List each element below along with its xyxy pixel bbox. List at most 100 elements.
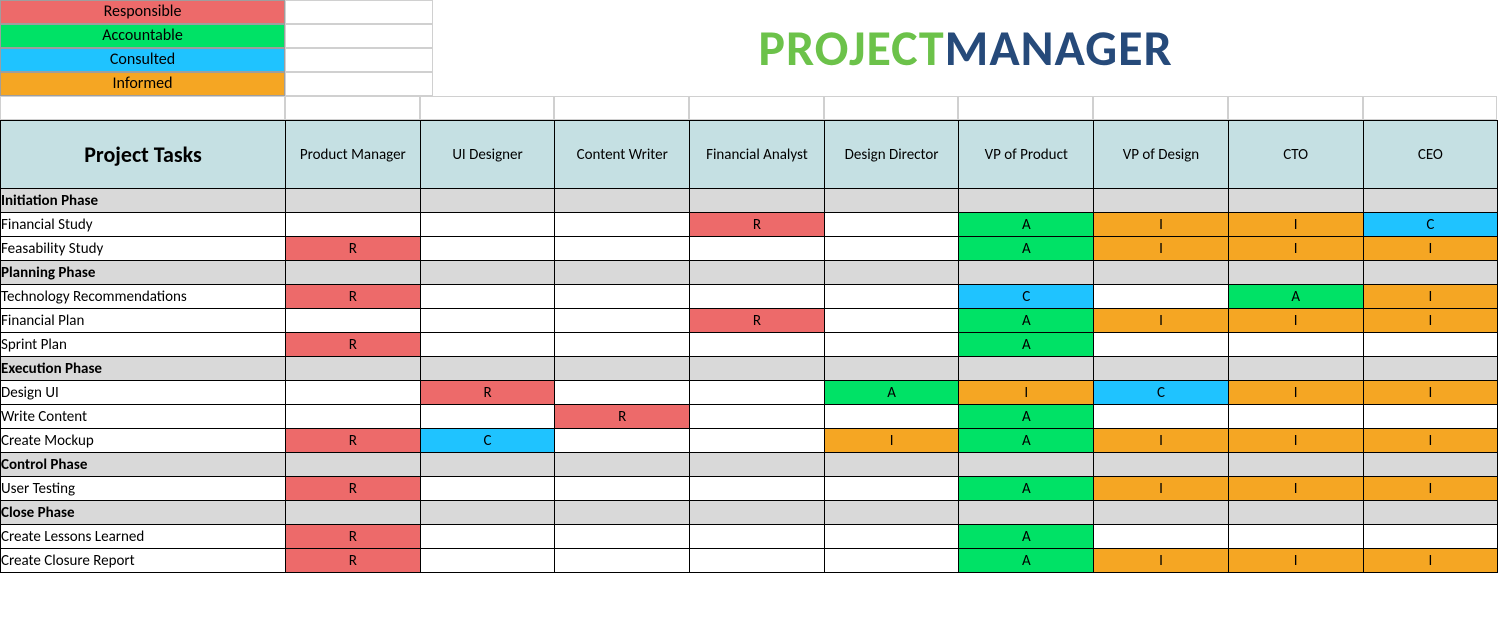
spacer-cell bbox=[1363, 96, 1498, 120]
raci-cell bbox=[555, 381, 690, 405]
phase-empty-cell bbox=[286, 189, 421, 213]
legend-empty-cell bbox=[285, 24, 433, 48]
legend-label: Responsible bbox=[0, 0, 285, 24]
raci-cell: I bbox=[1363, 285, 1498, 309]
raci-cell: I bbox=[1228, 429, 1363, 453]
phase-empty-cell bbox=[1228, 261, 1363, 285]
raci-cell bbox=[690, 381, 825, 405]
phase-empty-cell bbox=[286, 501, 421, 525]
raci-cell: R bbox=[690, 309, 825, 333]
spacer-row bbox=[0, 96, 1498, 120]
legend-block: ResponsibleAccountableConsultedInformed bbox=[0, 0, 433, 96]
raci-cell: R bbox=[286, 525, 421, 549]
raci-cell: A bbox=[959, 333, 1094, 357]
phase-empty-cell bbox=[824, 501, 959, 525]
raci-body: Initiation PhaseFinancial StudyRAIICFeas… bbox=[1, 189, 1498, 573]
raci-cell: I bbox=[1094, 429, 1229, 453]
phase-empty-cell bbox=[420, 501, 555, 525]
phase-empty-cell bbox=[555, 501, 690, 525]
raci-cell bbox=[1363, 525, 1498, 549]
task-row: Design UIRAICII bbox=[1, 381, 1498, 405]
raci-cell: C bbox=[959, 285, 1094, 309]
raci-cell bbox=[555, 477, 690, 501]
raci-cell bbox=[1094, 405, 1229, 429]
phase-empty-cell bbox=[1094, 261, 1229, 285]
legend-row: Informed bbox=[0, 72, 433, 96]
phase-label: Initiation Phase bbox=[1, 189, 286, 213]
raci-cell: I bbox=[1363, 477, 1498, 501]
task-label: Write Content bbox=[1, 405, 286, 429]
raci-cell bbox=[1094, 285, 1229, 309]
task-row: User TestingRAIII bbox=[1, 477, 1498, 501]
phase-empty-cell bbox=[1228, 189, 1363, 213]
phase-empty-cell bbox=[690, 453, 825, 477]
spacer-cell bbox=[285, 96, 420, 120]
raci-cell: I bbox=[1228, 309, 1363, 333]
task-label: Create Closure Report bbox=[1, 549, 286, 573]
raci-cell bbox=[690, 429, 825, 453]
role-header: CEO bbox=[1363, 121, 1498, 189]
raci-cell: C bbox=[420, 429, 555, 453]
phase-empty-cell bbox=[1363, 261, 1498, 285]
phase-empty-cell bbox=[959, 357, 1094, 381]
raci-cell bbox=[1094, 525, 1229, 549]
raci-cell bbox=[420, 213, 555, 237]
task-label: Financial Plan bbox=[1, 309, 286, 333]
raci-cell: I bbox=[1094, 309, 1229, 333]
phase-label: Close Phase bbox=[1, 501, 286, 525]
task-label: Design UI bbox=[1, 381, 286, 405]
raci-cell bbox=[286, 381, 421, 405]
role-header: UI Designer bbox=[420, 121, 555, 189]
raci-cell: I bbox=[1228, 477, 1363, 501]
phase-empty-cell bbox=[1094, 501, 1229, 525]
spacer-cell bbox=[420, 96, 555, 120]
raci-cell bbox=[824, 549, 959, 573]
raci-cell: A bbox=[959, 405, 1094, 429]
legend-label: Accountable bbox=[0, 24, 285, 48]
raci-cell: C bbox=[1094, 381, 1229, 405]
task-label: Sprint Plan bbox=[1, 333, 286, 357]
raci-cell: A bbox=[959, 237, 1094, 261]
task-header: Project Tasks bbox=[1, 121, 286, 189]
phase-empty-cell bbox=[690, 357, 825, 381]
legend-row: Consulted bbox=[0, 48, 433, 72]
phase-label: Control Phase bbox=[1, 453, 286, 477]
phase-empty-cell bbox=[420, 453, 555, 477]
role-header: Product Manager bbox=[286, 121, 421, 189]
phase-empty-cell bbox=[555, 261, 690, 285]
phase-row: Initiation Phase bbox=[1, 189, 1498, 213]
phase-empty-cell bbox=[286, 261, 421, 285]
raci-cell bbox=[555, 333, 690, 357]
role-header: Content Writer bbox=[555, 121, 690, 189]
spacer-cell bbox=[1228, 96, 1363, 120]
phase-empty-cell bbox=[824, 189, 959, 213]
raci-cell bbox=[824, 333, 959, 357]
raci-cell bbox=[286, 309, 421, 333]
raci-cell: I bbox=[1363, 429, 1498, 453]
raci-cell bbox=[824, 477, 959, 501]
phase-empty-cell bbox=[1228, 453, 1363, 477]
phase-empty-cell bbox=[1094, 357, 1229, 381]
phase-row: Planning Phase bbox=[1, 261, 1498, 285]
raci-cell bbox=[824, 525, 959, 549]
legend-label: Informed bbox=[0, 72, 285, 96]
phase-empty-cell bbox=[824, 453, 959, 477]
role-header: CTO bbox=[1228, 121, 1363, 189]
phase-empty-cell bbox=[420, 189, 555, 213]
raci-cell: A bbox=[824, 381, 959, 405]
raci-table: Project Tasks Product ManagerUI Designer… bbox=[0, 120, 1498, 573]
raci-cell: A bbox=[959, 525, 1094, 549]
task-row: Write ContentRA bbox=[1, 405, 1498, 429]
raci-cell: I bbox=[1228, 237, 1363, 261]
phase-empty-cell bbox=[420, 357, 555, 381]
top-area: ResponsibleAccountableConsultedInformed … bbox=[0, 0, 1498, 96]
phase-empty-cell bbox=[555, 189, 690, 213]
legend: ResponsibleAccountableConsultedInformed bbox=[0, 0, 433, 96]
phase-empty-cell bbox=[959, 189, 1094, 213]
raci-cell bbox=[420, 477, 555, 501]
spacer-cell bbox=[0, 96, 285, 120]
role-header: VP of Design bbox=[1094, 121, 1229, 189]
spacer-cell bbox=[554, 96, 689, 120]
raci-cell: R bbox=[286, 237, 421, 261]
spacer-cell bbox=[1093, 96, 1228, 120]
